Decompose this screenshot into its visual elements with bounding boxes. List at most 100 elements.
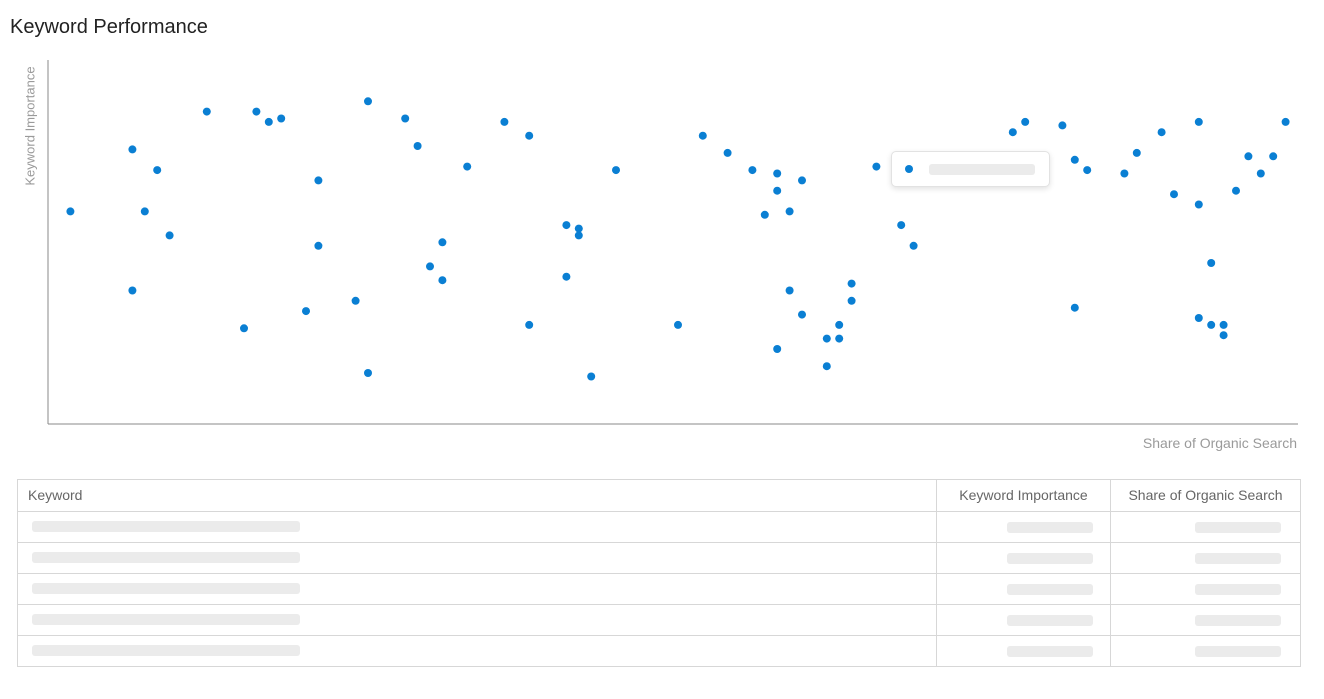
data-point[interactable] [1083,166,1092,175]
data-point[interactable] [1058,121,1067,130]
y-axis-label: Keyword Importance [22,66,38,186]
data-point[interactable] [1120,169,1129,178]
keyword-cell [18,512,937,542]
keyword-cell [18,636,937,666]
data-point[interactable] [264,117,273,126]
data-point[interactable] [1219,320,1228,329]
table-row[interactable] [18,573,1300,604]
loading-skeleton [1195,553,1281,564]
data-point[interactable] [525,131,534,140]
column-header-keyword[interactable]: Keyword [18,480,937,511]
scatter-plot [47,60,1298,425]
chart-title: Keyword Performance [10,16,208,38]
data-point[interactable] [1207,320,1216,329]
data-point[interactable] [698,131,707,140]
data-point[interactable] [723,148,732,157]
data-point[interactable] [897,221,906,230]
data-point[interactable] [426,262,434,271]
column-header-share-of-organic-search[interactable]: Share of Organic Search [1128,487,1283,503]
data-point[interactable] [413,142,422,150]
data-point[interactable] [1207,259,1216,267]
data-point[interactable] [822,362,831,371]
data-point[interactable] [277,114,286,123]
data-point[interactable] [587,372,596,381]
data-point[interactable] [1281,117,1290,126]
data-point[interactable] [909,241,918,250]
data-point[interactable] [574,224,583,233]
table-header-row: Keyword Keyword Importance Share of Orga… [18,480,1300,511]
data-point[interactable] [1194,117,1203,126]
table-row[interactable] [18,604,1300,635]
data-point[interactable] [1194,200,1203,209]
data-point[interactable] [612,166,620,175]
data-point[interactable] [1194,314,1203,322]
data-point[interactable] [562,272,571,281]
x-axis-label: Share of Organic Search [1142,435,1297,451]
loading-skeleton [1195,584,1281,595]
data-point[interactable] [500,117,509,126]
data-point[interactable] [128,286,137,295]
data-point[interactable] [1244,152,1253,161]
data-point[interactable] [835,320,844,329]
column-header-keyword-importance[interactable]: Keyword Importance [937,480,1111,511]
data-point[interactable] [1132,148,1141,157]
data-point[interactable] [401,114,410,123]
data-point[interactable] [1070,155,1079,164]
data-point[interactable] [314,241,323,250]
data-point[interactable] [847,279,856,288]
data-point[interactable] [872,162,881,171]
data-point[interactable] [835,334,844,343]
data-point[interactable] [773,186,782,195]
table-row[interactable] [18,542,1300,573]
share-cell [1111,543,1300,573]
data-point[interactable] [364,97,372,106]
data-point[interactable] [438,276,447,285]
data-point[interactable] [562,221,571,230]
data-point[interactable] [252,107,261,116]
data-point[interactable] [240,324,248,333]
data-point[interactable] [773,345,782,353]
data-point[interactable] [140,207,149,216]
data-point[interactable] [822,334,831,343]
data-point[interactable] [773,169,782,178]
table-row[interactable] [18,635,1300,666]
data-point[interactable] [574,231,583,240]
data-point[interactable] [674,320,682,329]
data-point[interactable] [748,166,757,175]
data-point[interactable] [785,286,794,295]
data-point[interactable] [785,207,794,216]
data-point[interactable] [438,238,447,247]
data-point[interactable] [1232,186,1240,195]
data-point[interactable] [1021,117,1030,126]
data-point[interactable] [525,320,534,329]
data-point[interactable] [1219,331,1228,340]
data-point[interactable] [1256,169,1265,178]
point-tooltip [891,151,1050,187]
importance-cell [937,543,1111,573]
data-point[interactable] [1170,190,1178,199]
data-point[interactable] [1008,128,1017,137]
data-point[interactable] [314,176,323,185]
loading-skeleton [32,614,300,625]
loading-skeleton [1007,615,1093,626]
data-point[interactable] [798,310,806,319]
table-row[interactable] [18,511,1300,542]
data-point[interactable] [302,307,310,316]
loading-skeleton [1007,522,1093,533]
data-point[interactable] [1269,152,1278,161]
data-point[interactable] [202,107,211,116]
data-point[interactable] [128,145,137,154]
data-point[interactable] [1157,128,1166,137]
data-point[interactable] [798,176,806,185]
data-point[interactable] [364,369,372,377]
data-point[interactable] [760,210,769,219]
data-point[interactable] [847,296,856,305]
loading-skeleton [1007,553,1093,564]
data-point[interactable] [153,166,162,175]
data-point[interactable] [351,296,360,305]
data-point[interactable] [165,231,174,240]
data-point[interactable] [463,162,472,171]
loading-skeleton [32,645,300,656]
data-point[interactable] [1070,303,1079,312]
data-point[interactable] [66,207,75,216]
